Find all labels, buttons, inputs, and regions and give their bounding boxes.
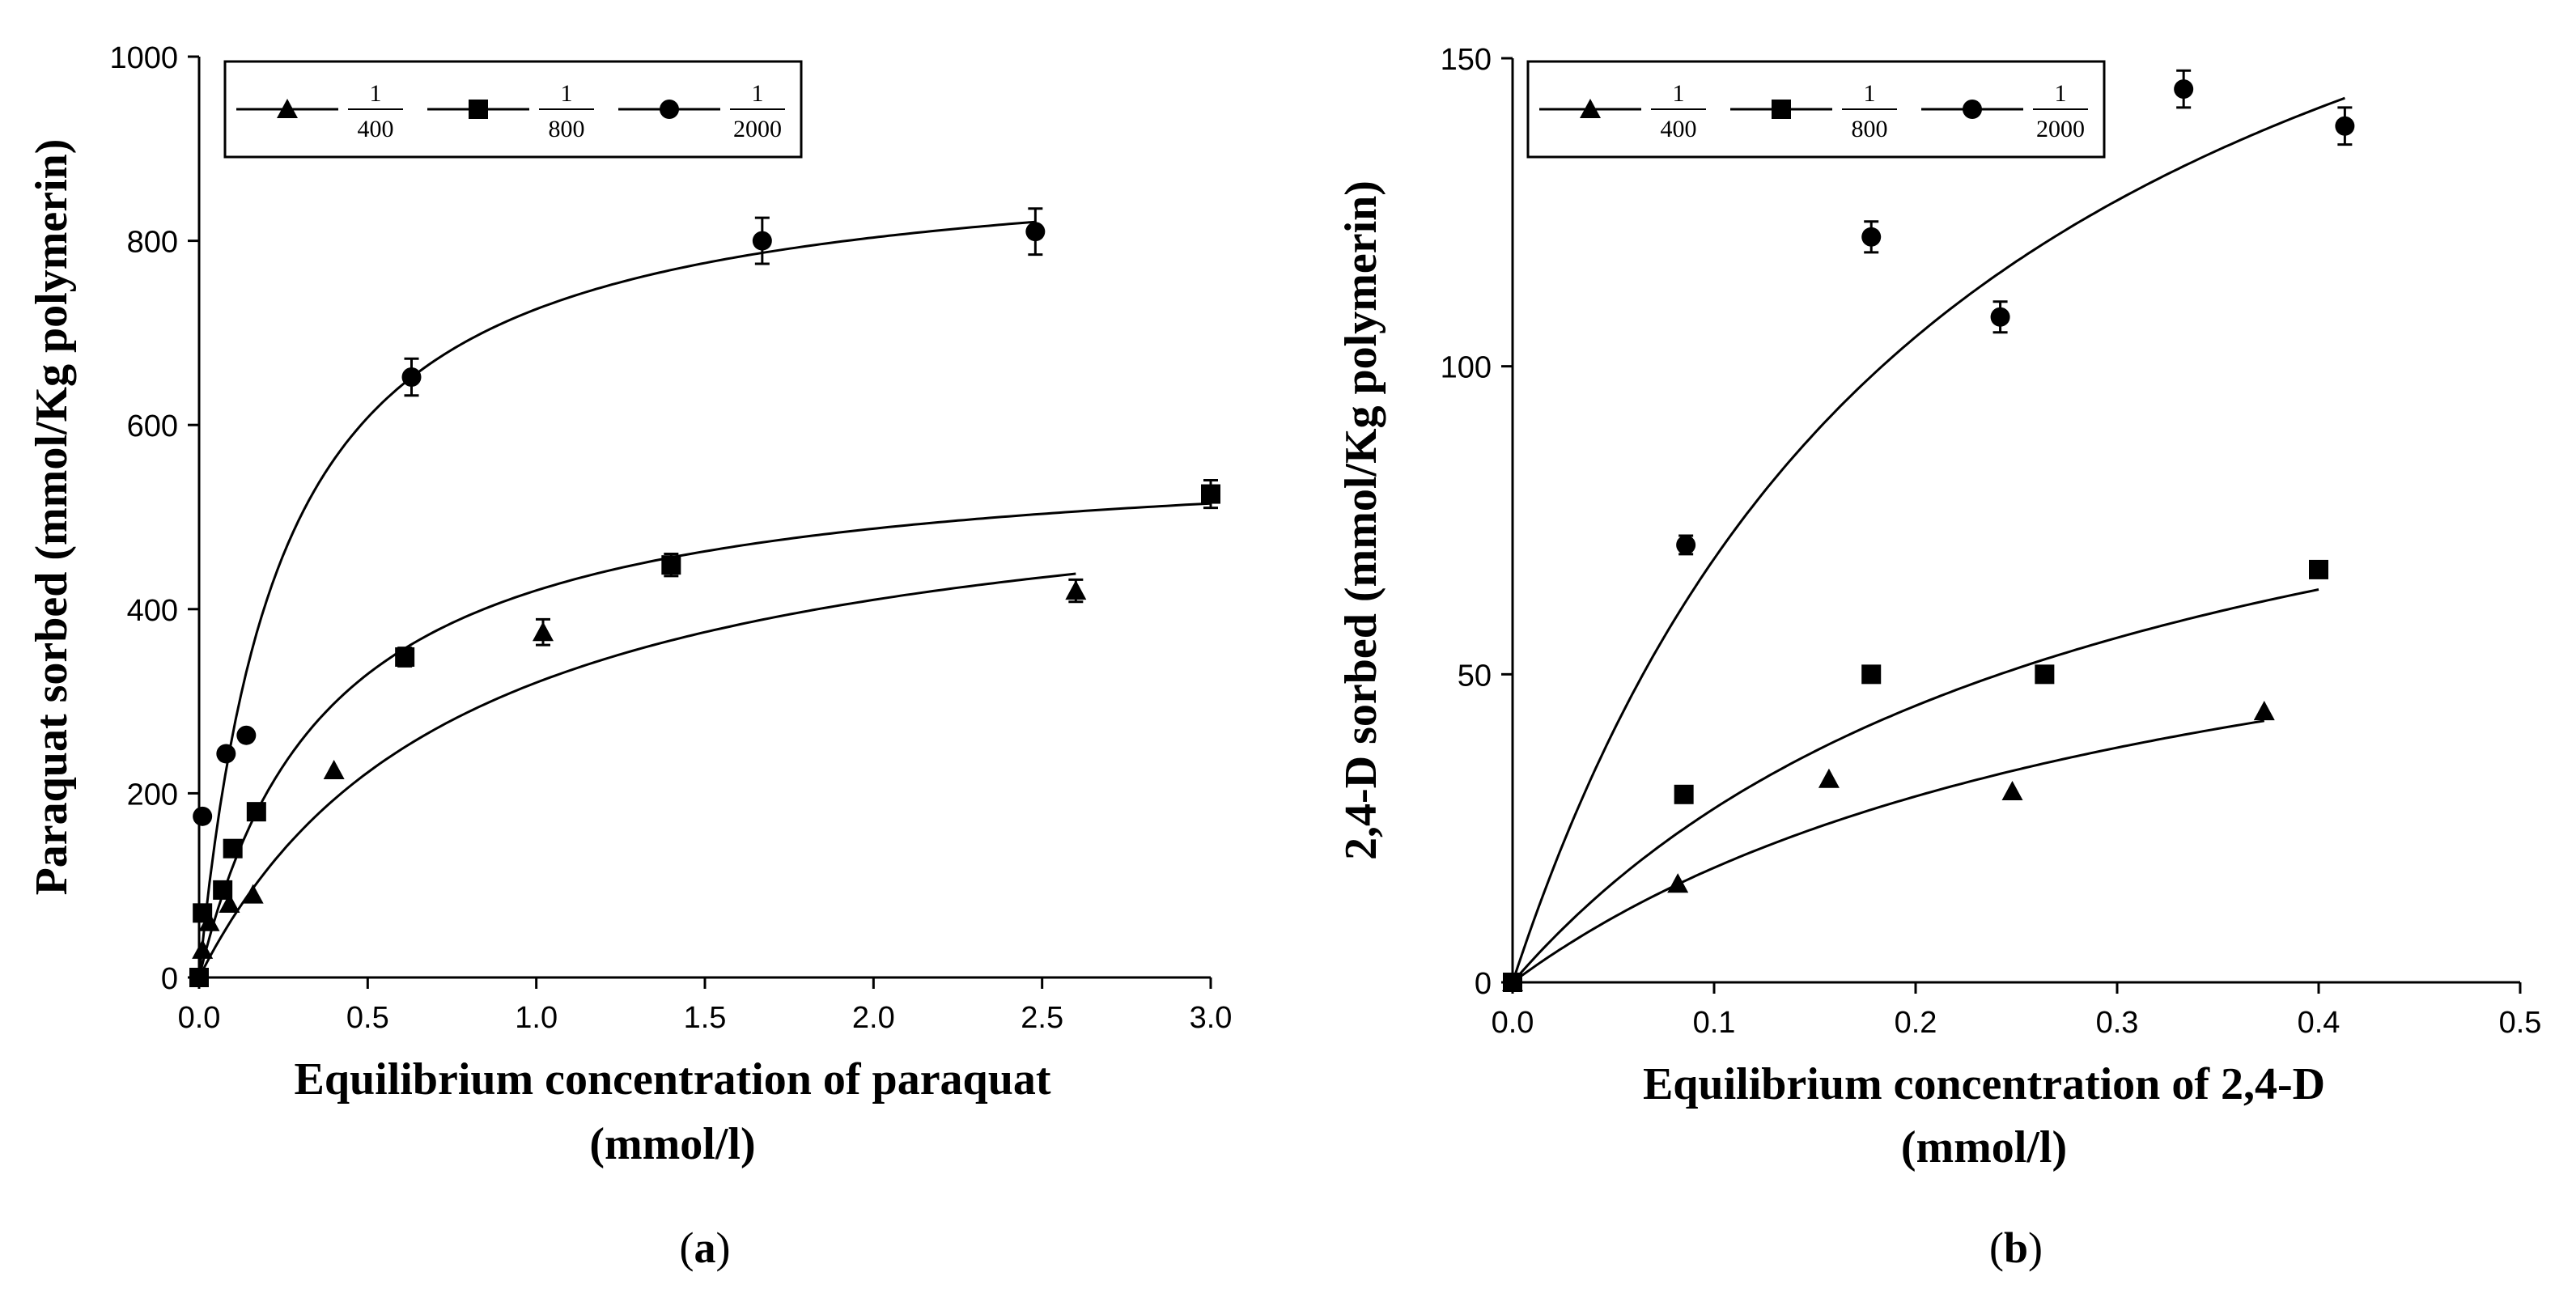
x-axis-title: Equilibrium concentration of 2,4-D [1643,1059,2325,1109]
caption-paren-open: ( [1989,1223,2004,1272]
caption-paren-close: ) [2028,1223,2043,1272]
data-point-circle [401,367,422,388]
data-point-circle [1676,535,1696,555]
legend-marker-circle [660,100,679,119]
y-tick-label: 1000 [109,41,178,75]
x-axis-title: Equilibrium concentration of paraquat [295,1054,1051,1105]
fit-curve-circle [197,220,1036,978]
data-point-square [1201,484,1220,504]
data-point-triangle [1818,768,1840,788]
y-axis-title: Paraquat sorbed (mmol/Kg polymerin) [27,139,77,896]
caption-letter: b [2004,1223,2028,1272]
x-axis-title-units: (mmol/l) [1901,1122,2067,1172]
x-tick-label: 0.0 [1492,1006,1534,1040]
legend-denominator: 400 [358,116,394,142]
data-point-square [1861,664,1882,685]
legend-denominator: 400 [1661,116,1697,142]
legend-numerator: 1 [2055,80,2067,107]
legend-marker-square [469,100,488,119]
x-tick-label: 1.0 [515,1001,558,1035]
y-tick-label: 150 [1441,43,1492,77]
data-point-square [246,802,266,822]
legend-numerator: 1 [752,80,764,107]
panel-a: 0.0 0.5 1.0 1.5 2.0 2.5 3.0 0 200 400 600 800 1000 1 4… [27,41,1232,1272]
x-tick-label: 0.2 [1895,1006,1937,1040]
caption-paren-open: ( [680,1223,694,1272]
data-point-circle [752,231,772,251]
data-point-square [189,968,209,987]
data-point-square [2309,559,2328,579]
data-point-square [2035,664,2055,685]
data-point-circle [193,806,213,826]
data-point-triangle [192,939,214,959]
data-point-triangle [533,621,554,642]
caption-letter: a [694,1223,716,1272]
x-tick-label: 0.5 [2499,1006,2542,1040]
y-tick-label: 100 [1441,351,1492,385]
data-point-square [213,880,233,900]
y-tick-label: 400 [127,594,178,628]
panel-caption: (a) [680,1223,731,1272]
data-point-circle [1861,227,1882,247]
caption-paren-close: ) [716,1223,731,1272]
legend-marker-square [1772,100,1791,119]
legend-denominator: 800 [549,116,585,142]
y-tick-label: 50 [1458,659,1492,693]
data-point-circle [216,744,236,764]
data-point-triangle [323,759,345,779]
data-point-circle [2174,79,2194,100]
x-tick-label: 2.5 [1021,1001,1063,1035]
data-point-triangle [1065,580,1087,600]
data-point-triangle [1667,873,1689,893]
data-point-square [395,647,415,667]
x-tick-label: 0.0 [178,1001,221,1035]
fit-curve-triangle [197,572,1076,978]
y-tick-label: 0 [161,962,178,996]
x-tick-label: 3.0 [1190,1001,1233,1035]
fit-curve-circle [1511,96,2345,983]
legend-denominator: 2000 [2036,116,2085,142]
x-axis-title-units: (mmol/l) [589,1119,755,1169]
x-tick-label: 2.0 [852,1001,895,1035]
data-point-circle [2335,116,2355,136]
x-tick-label: 1.5 [684,1001,727,1035]
fit-curve-square [197,502,1212,978]
y-axis-title: 2,4-D sorbed (mmol/Kg polymerin) [1336,180,1386,860]
y-tick-label: 600 [127,409,178,443]
fit-curve-square [1511,588,2319,983]
data-point-triangle [242,884,264,904]
data-point-circle [236,725,257,745]
data-point-triangle [219,893,240,914]
data-point-square [193,903,213,923]
y-tick-label: 200 [127,778,178,812]
data-point-square [661,555,681,575]
fit-curve-triangle [1512,719,2265,984]
x-tick-label: 0.4 [2298,1006,2340,1040]
data-point-square [1674,784,1694,804]
legend-marker-circle [1963,100,1982,119]
legend-denominator: 2000 [733,116,782,142]
y-tick-label: 0 [1475,967,1492,1001]
data-point-square [223,838,243,859]
data-point-circle [1025,222,1046,242]
panel-b: 0.0 0.1 0.2 0.3 0.4 0.5 0 50 100 150 1 400 1 800 1 2000… [1336,43,2541,1272]
legend-numerator: 1 [370,80,382,107]
y-tick-label: 800 [127,226,178,260]
legend-denominator: 800 [1852,116,1888,142]
data-point-triangle [2001,780,2023,801]
x-tick-label: 0.1 [1693,1006,1736,1040]
legend-marker-triangle [1580,99,1601,119]
x-tick-label: 0.5 [346,1001,389,1035]
panel-caption: (b) [1989,1223,2043,1272]
legend-numerator: 1 [1673,80,1685,107]
x-tick-label: 0.3 [2096,1006,2139,1040]
data-point-triangle [2253,701,2275,721]
legend-numerator: 1 [1864,80,1876,107]
legend-marker-triangle [277,99,298,119]
data-point-circle [1990,307,2010,327]
legend-numerator: 1 [561,80,573,107]
data-point-circle [1503,973,1522,992]
